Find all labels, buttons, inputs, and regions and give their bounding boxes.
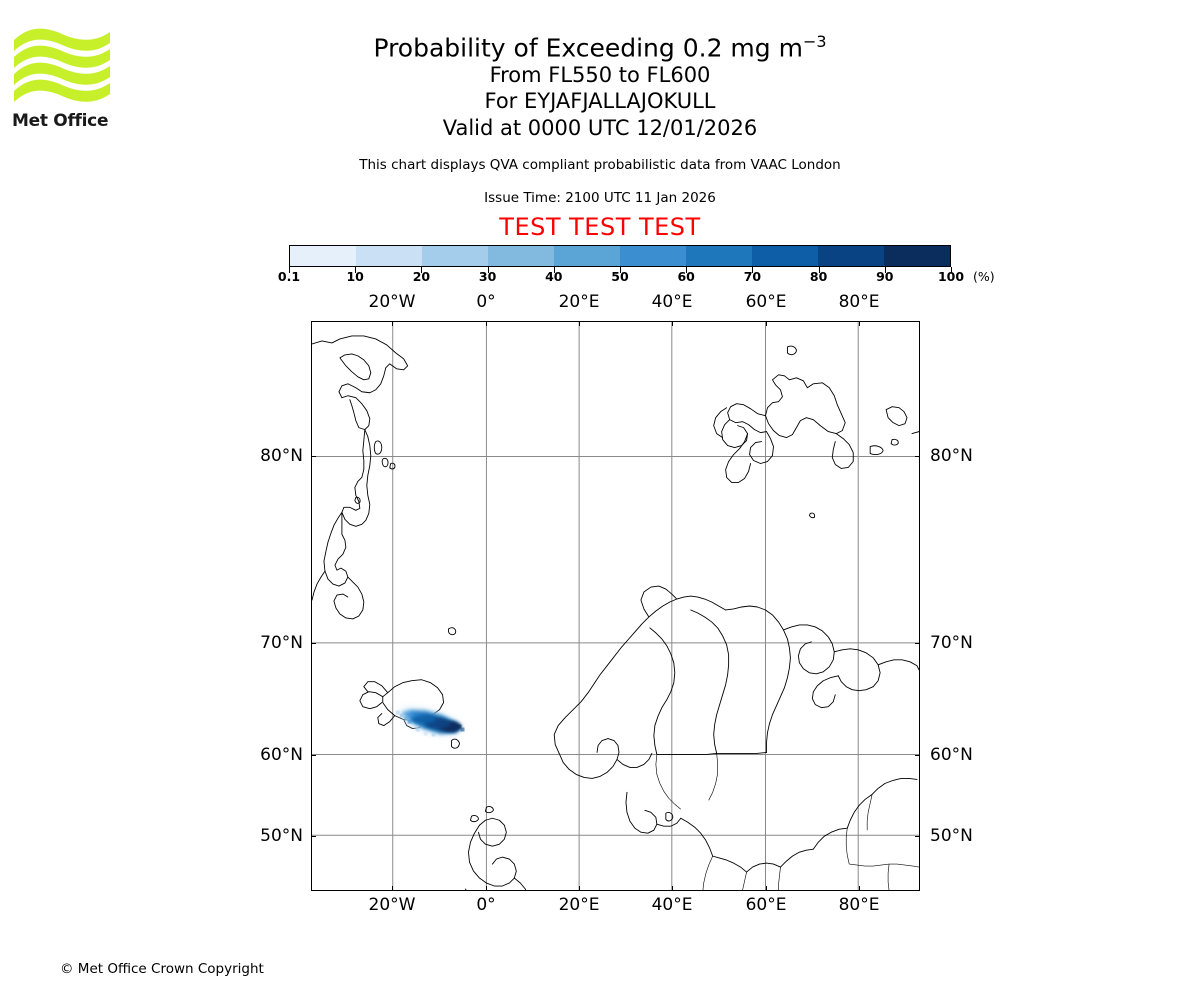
valid-time-line: Valid at 0000 UTC 12/01/2026 <box>442 116 758 140</box>
colorbar-tick-labels: 0.1 10 20 30 40 50 60 70 80 90 100 <box>0 269 1200 287</box>
colorbar-tick <box>487 267 489 273</box>
copyright-text: © Met Office Crown Copyright <box>60 961 264 977</box>
latitude-label: 50°N <box>930 826 973 846</box>
test-banner: TEST TEST TEST <box>499 213 701 241</box>
colorbar-tick <box>686 267 688 273</box>
colorbar-band-50-60 <box>620 246 686 266</box>
axis-tick <box>915 755 920 756</box>
axis-tick <box>672 321 673 326</box>
country-borders <box>655 753 919 890</box>
longitude-label: 40°E <box>651 895 693 915</box>
colorbar-gradient <box>289 245 951 267</box>
met-office-logo-text: Met Office <box>12 111 109 131</box>
axis-tick <box>392 886 393 891</box>
colorbar-tick-label: 70 <box>743 269 762 284</box>
axis-tick <box>915 456 920 457</box>
colorbar-tick <box>818 267 820 273</box>
axis-tick <box>766 886 767 891</box>
latitude-label: 80°N <box>930 446 973 466</box>
longitude-label: 20°W <box>368 895 416 915</box>
colorbar-tick <box>289 267 290 273</box>
longitude-label: 20°E <box>558 895 600 915</box>
colorbar-tick-label: 100 <box>937 269 965 284</box>
axis-tick <box>311 836 316 837</box>
chart-title-exponent: −3 <box>802 32 827 51</box>
axis-tick <box>311 755 316 756</box>
longitude-label: 60°E <box>745 895 787 915</box>
probability-colorbar <box>289 245 951 267</box>
axis-tick <box>311 456 316 457</box>
colorbar-tick <box>553 267 555 273</box>
colorbar-tick-label: 50 <box>611 269 629 284</box>
latitude-label: 70°N <box>260 633 303 653</box>
colorbar-tick-label: 40 <box>545 269 563 284</box>
colorbar-tick-label: 80 <box>809 269 828 284</box>
map-panel[interactable] <box>311 321 920 891</box>
axis-tick <box>311 643 316 644</box>
met-office-logo: Met Office <box>12 26 112 131</box>
colorbar-tick <box>951 267 952 273</box>
longitude-label: 60°E <box>745 292 787 312</box>
axis-tick <box>859 886 860 891</box>
chart-title: Probability of Exceeding 0.2 mg m−3 <box>0 26 1200 64</box>
flight-level-line: From FL550 to FL600 <box>489 63 711 87</box>
colorbar-band-30-40 <box>488 246 554 266</box>
colorbar-band-80-90 <box>818 246 884 266</box>
axis-tick <box>392 321 393 326</box>
axis-tick <box>915 643 920 644</box>
colorbar-tick <box>620 267 621 273</box>
colorbar-band-0.1-10 <box>290 246 356 266</box>
colorbar-tick <box>884 267 886 273</box>
axis-tick <box>915 836 920 837</box>
map-canvas <box>312 322 919 890</box>
longitude-label: 20°E <box>558 292 600 312</box>
issue-time-line: Issue Time: 2100 UTC 11 Jan 2026 <box>484 190 716 206</box>
colorbar-tick-label: 30 <box>478 269 497 284</box>
axis-tick <box>486 321 487 326</box>
colorbar-tick <box>355 267 357 273</box>
latitude-label: 60°N <box>260 745 303 765</box>
axis-tick <box>859 321 860 326</box>
colorbar-ticks <box>289 267 952 274</box>
colorbar-tick-label: 20 <box>412 269 431 284</box>
axis-tick <box>579 321 580 326</box>
longitude-label: 20°W <box>368 292 416 312</box>
longitude-label: 80°E <box>838 895 880 915</box>
colorbar-tick <box>752 267 754 273</box>
coastlines <box>312 335 919 890</box>
latitude-label: 80°N <box>260 446 303 466</box>
axis-tick <box>579 886 580 891</box>
colorbar-tick-label: 90 <box>876 269 894 284</box>
ash-probability-plume <box>395 706 465 737</box>
colorbar-tick <box>421 267 423 273</box>
volcano-name-line: For EYJAFJALLAJOKULL <box>484 89 716 113</box>
longitude-label: 0° <box>476 292 496 312</box>
colorbar-tick-label: 60 <box>677 269 695 284</box>
longitude-label: 80°E <box>838 292 880 312</box>
longitude-label: 0° <box>476 895 496 915</box>
colorbar-tick-label: 0.1 <box>277 269 301 284</box>
latitude-label: 60°N <box>930 745 973 765</box>
axis-tick <box>672 886 673 891</box>
colorbar-band-10-20 <box>356 246 422 266</box>
colorbar-unit-label: (%) <box>973 269 995 284</box>
colorbar-band-20-30 <box>422 246 488 266</box>
graticule-gridlines <box>312 322 919 890</box>
axis-tick <box>486 886 487 891</box>
colorbar-band-90-100 <box>884 246 950 266</box>
colorbar-band-60-70 <box>686 246 752 266</box>
qva-note: This chart displays QVA compliant probab… <box>359 157 841 173</box>
axis-tick <box>766 321 767 326</box>
colorbar-tick-label: 10 <box>346 269 364 284</box>
colorbar-band-70-80 <box>752 246 818 266</box>
latitude-label: 50°N <box>260 826 303 846</box>
chart-title-text: Probability of Exceeding 0.2 mg m <box>373 33 803 63</box>
colorbar-band-40-50 <box>554 246 620 266</box>
met-office-wave-icon <box>14 28 110 102</box>
latitude-label: 70°N <box>930 633 973 653</box>
longitude-label: 40°E <box>651 292 693 312</box>
